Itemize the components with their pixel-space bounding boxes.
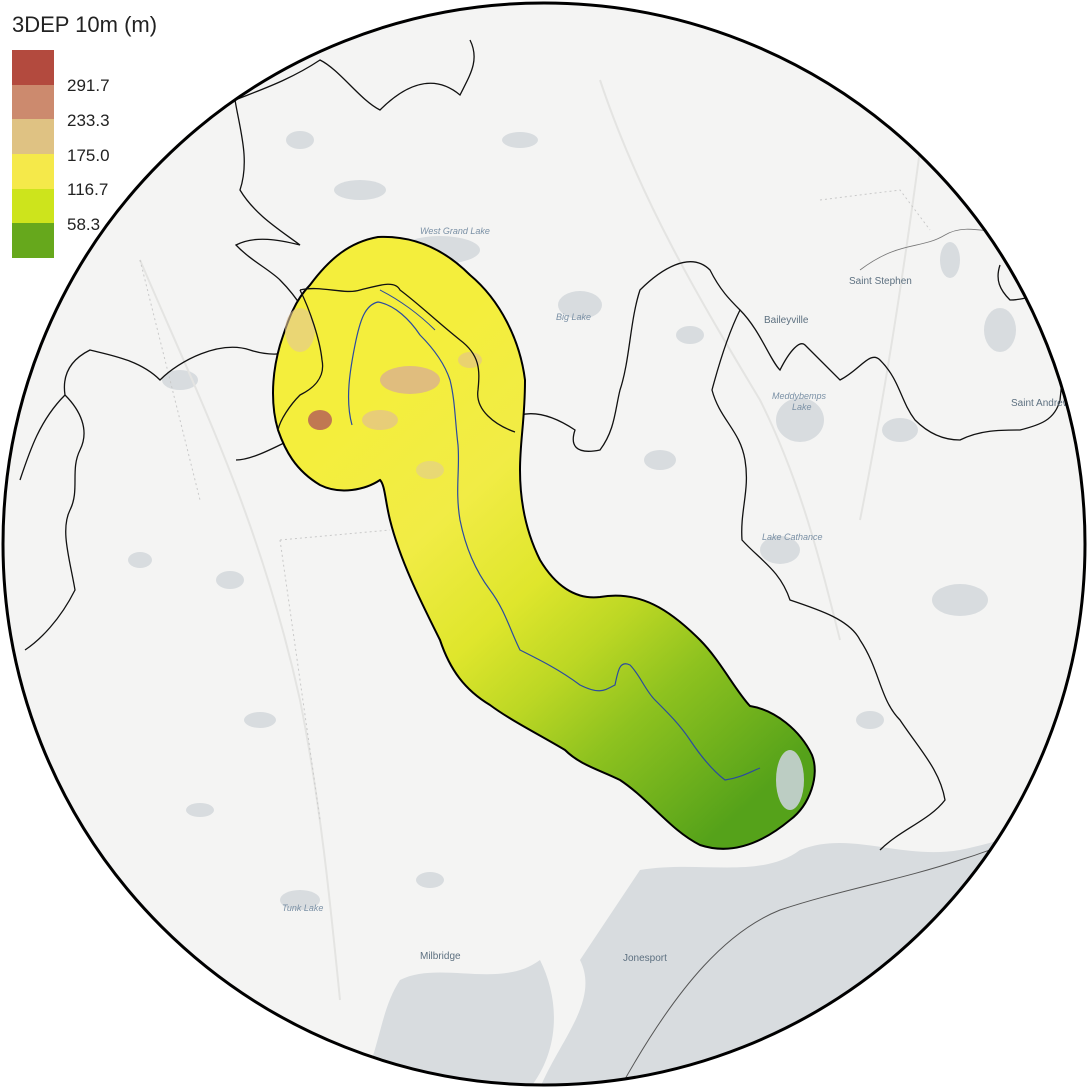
- label-lake-cathance: Lake Cathance: [762, 532, 823, 542]
- label-saint-andrews: Saint Andrews: [1011, 398, 1075, 409]
- label-big-lake: Big Lake: [556, 312, 591, 322]
- legend-label: 116.7: [67, 180, 109, 199]
- river-line: [347, 301, 761, 781]
- legend-label: 291.7: [67, 76, 110, 95]
- basemap-bay: [360, 960, 554, 1085]
- label-meddybemps-1: Meddybemps: [772, 391, 827, 401]
- legend-swatch: [12, 50, 54, 85]
- label-milbridge: Milbridge: [420, 951, 461, 962]
- sub-watershed-boundaries: [277, 283, 516, 433]
- basemap-dotted-boundaries: [139, 189, 931, 821]
- place-labels: West Grand Lake Big Lake Saint Stephen B…: [282, 226, 1075, 964]
- label-jonesport: Jonesport: [623, 953, 667, 964]
- label-tunk-lake: Tunk Lake: [282, 903, 323, 913]
- legend-title: 3DEP 10m (m): [12, 12, 158, 37]
- river-tributary: [379, 289, 436, 331]
- elevation-highlights: [285, 308, 804, 810]
- legend-swatch: [12, 154, 54, 189]
- legend-label: 175.0: [67, 146, 110, 165]
- label-meddybemps-2: Lake: [792, 402, 812, 412]
- legend-swatch: [12, 223, 54, 259]
- legend-swatch: [12, 119, 54, 155]
- basemap-roads: [139, 79, 921, 1001]
- label-saint-stephen: Saint Stephen: [849, 276, 912, 287]
- label-west-grand-lake: West Grand Lake: [420, 226, 490, 236]
- legend-swatch: [12, 84, 54, 120]
- legend: 3DEP 10m (m) 291.7 233.3 175.0 116.7 58.…: [12, 12, 158, 259]
- legend-swatch: [12, 188, 54, 224]
- basemap-lakes: [128, 131, 1016, 910]
- legend-label: 58.3: [67, 215, 101, 234]
- label-baileyville: Baileyville: [764, 315, 809, 326]
- legend-colorbar: [12, 50, 54, 259]
- legend-label: 233.3: [67, 111, 110, 130]
